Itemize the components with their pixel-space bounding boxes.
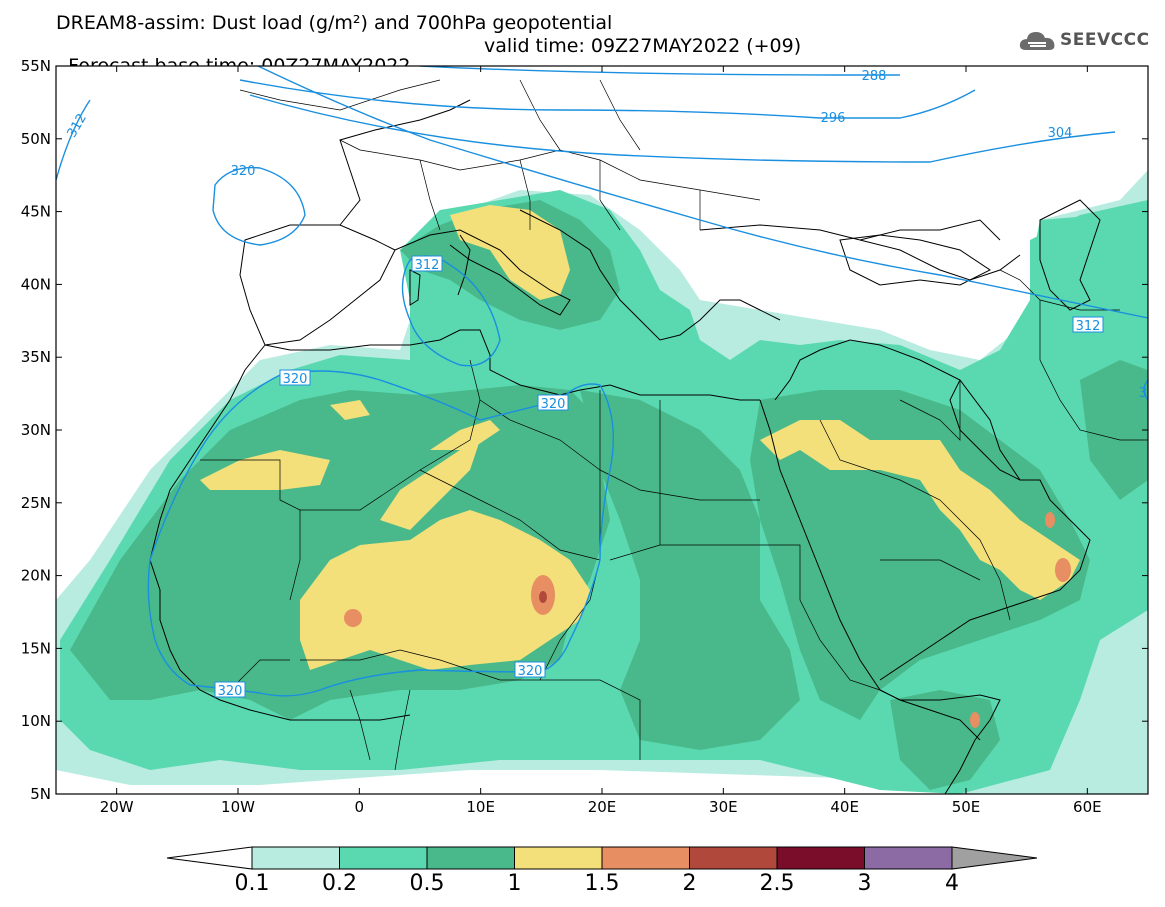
svg-text:312: 312	[415, 258, 440, 273]
lon-tick-label: 50E	[952, 798, 981, 816]
svg-text:304: 304	[1048, 126, 1073, 141]
colorbar-label: 0.1	[234, 871, 270, 896]
contour-label: 288	[862, 69, 887, 84]
colorbar-label: 2	[682, 871, 697, 896]
colorbar-label: 2.5	[759, 871, 795, 896]
colorbar-swatch	[426, 846, 515, 870]
lon-tick-label: 20E	[588, 798, 617, 816]
svg-text:320: 320	[218, 684, 243, 699]
dust-field-level-4	[200, 205, 1080, 670]
colorbar-label: 1.5	[584, 871, 620, 896]
contour-label: 312	[1072, 316, 1104, 334]
lon-tick-label: 10E	[466, 798, 495, 816]
lat-tick-label: 20N	[21, 567, 51, 585]
colorbar-label: 0.2	[322, 871, 357, 896]
lat-tick-label: 10N	[21, 712, 51, 730]
contour-label: 296	[821, 111, 846, 126]
contour-label: 320	[537, 394, 569, 412]
svg-text:288: 288	[862, 69, 887, 84]
svg-text:312: 312	[1076, 319, 1101, 334]
contour-label: 320	[514, 661, 546, 679]
lat-tick-label: 55N	[21, 57, 51, 75]
latitude-axis: 55N 50N 45N 40N 35N 30N 25N 20N 15N 10N 5N	[21, 57, 1148, 803]
svg-text:320: 320	[541, 397, 566, 412]
lat-tick-label: 15N	[21, 639, 51, 657]
colorbar-swatch	[864, 846, 953, 870]
valid-time: valid time: 09Z27MAY2022 (+09)	[484, 35, 802, 57]
colorbar-swatch	[339, 846, 428, 870]
map-title: DREAM8-assim: Dust load (g/m²) and 700hP…	[56, 12, 613, 34]
contour-label: 304	[1048, 126, 1073, 141]
lat-tick-label: 50N	[21, 130, 51, 148]
contour-label: 320	[279, 369, 311, 387]
svg-text:296: 296	[821, 111, 846, 126]
lon-tick-label: 60E	[1073, 798, 1102, 816]
lat-tick-label: 45N	[21, 203, 51, 221]
logo-text: SEEVCCC	[1060, 30, 1150, 50]
svg-text:320: 320	[518, 664, 543, 679]
contour-label: 312	[411, 255, 443, 273]
svg-text:3: 3	[1139, 386, 1147, 401]
svg-text:320: 320	[283, 372, 308, 387]
lat-tick-label: 35N	[21, 348, 51, 366]
colorbar-swatch	[251, 846, 340, 870]
colorbar-swatch	[514, 846, 603, 870]
lat-tick-label: 40N	[21, 275, 51, 293]
colorbar-label: 1	[507, 871, 522, 896]
lon-tick-label: 0	[355, 798, 365, 816]
seevccc-logo: SEEVCCC	[1018, 28, 1158, 56]
colorbar-min-arrow	[166, 846, 253, 870]
geopotential-contours	[56, 66, 1148, 697]
contour-label: 320	[214, 681, 246, 699]
colorbar-swatch	[601, 846, 690, 870]
lat-tick-label: 25N	[21, 494, 51, 512]
longitude-axis: 20W 10W 0 10E 20E 30E 40E 50E 60E	[100, 66, 1102, 816]
colorbar	[166, 846, 1038, 870]
lon-tick-label: 30E	[709, 798, 738, 816]
lat-tick-label: 5N	[30, 785, 51, 803]
lon-tick-label: 10W	[221, 798, 255, 816]
dust-field-level-6	[539, 591, 547, 603]
cloud-icon	[1019, 32, 1055, 50]
coastlines	[149, 99, 1101, 794]
country-borders	[200, 79, 1148, 771]
colorbar-label: 3	[857, 871, 872, 896]
lon-tick-label: 20W	[100, 798, 134, 816]
contour-label: 3	[1139, 386, 1147, 401]
contour-label: 320	[231, 164, 256, 179]
lat-tick-label: 30N	[21, 421, 51, 439]
colorbar-swatch	[689, 846, 778, 870]
colorbar-swatch	[776, 846, 865, 870]
lon-tick-label: 40E	[830, 798, 859, 816]
svg-text:320: 320	[231, 164, 256, 179]
colorbar-label: 4	[945, 871, 959, 896]
colorbar-label: 0.5	[409, 871, 445, 896]
colorbar-max-arrow	[951, 846, 1038, 870]
